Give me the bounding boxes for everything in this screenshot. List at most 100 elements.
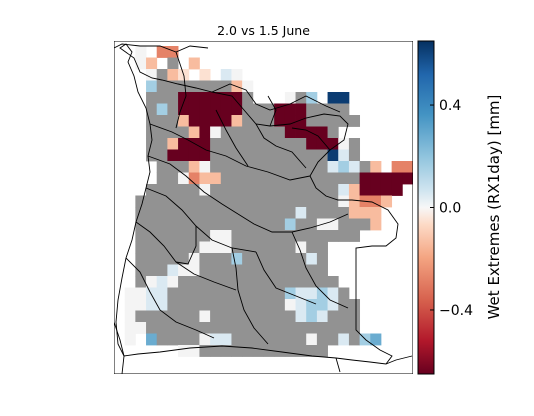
heatmap-cell bbox=[274, 287, 286, 300]
heatmap-cell bbox=[188, 345, 200, 357]
heatmap-cell bbox=[146, 276, 158, 288]
heatmap-cell bbox=[252, 138, 264, 150]
heatmap-cell bbox=[188, 299, 200, 311]
heatmap-cell bbox=[188, 264, 200, 277]
heatmap-cell bbox=[327, 276, 339, 288]
heatmap-cell bbox=[188, 149, 200, 162]
heatmap-cell bbox=[178, 80, 190, 93]
heatmap-cell bbox=[252, 218, 264, 231]
heatmap-cell bbox=[231, 138, 243, 150]
heatmap-cell bbox=[242, 126, 254, 139]
heatmap-cell bbox=[348, 172, 361, 185]
heatmap-cell bbox=[178, 195, 190, 208]
heatmap-cell bbox=[167, 184, 179, 196]
angola-outline bbox=[115, 43, 399, 365]
heatmap-cells bbox=[124, 46, 413, 357]
heatmap-cell bbox=[370, 333, 382, 346]
province-line bbox=[291, 231, 349, 309]
heatmap-cell bbox=[252, 287, 264, 300]
heatmap-cell bbox=[178, 172, 190, 185]
heatmap-cell bbox=[199, 218, 211, 231]
heatmap-cell bbox=[327, 149, 339, 162]
heatmap-cell bbox=[370, 161, 382, 173]
heatmap-cell bbox=[167, 310, 179, 323]
heatmap-cell bbox=[188, 172, 200, 185]
heatmap-cell bbox=[274, 184, 286, 196]
heatmap-cell bbox=[316, 138, 328, 150]
heatmap-cell bbox=[316, 299, 328, 311]
heatmap-cell bbox=[327, 195, 339, 208]
heatmap-cell bbox=[156, 241, 168, 254]
heatmap-cell bbox=[135, 57, 147, 70]
heatmap-cell bbox=[242, 218, 254, 231]
heatmap-cell bbox=[306, 184, 318, 196]
coast-line bbox=[114, 321, 125, 374]
heatmap-cell bbox=[242, 92, 254, 104]
heatmap-cell bbox=[167, 276, 179, 288]
heatmap-cell bbox=[231, 172, 243, 185]
heatmap-cell bbox=[295, 218, 307, 231]
heatmap-cell bbox=[295, 230, 307, 242]
heatmap-cell bbox=[252, 345, 264, 357]
heatmap-cell bbox=[156, 172, 168, 185]
heatmap-cell bbox=[380, 195, 393, 208]
heatmap-cell bbox=[338, 230, 350, 242]
heatmap-cell bbox=[306, 310, 318, 323]
heatmap-cell bbox=[295, 241, 307, 254]
heatmap-cell bbox=[338, 161, 350, 173]
heatmap-cell bbox=[327, 138, 339, 150]
heatmap-cell bbox=[220, 207, 232, 219]
heatmap-cell bbox=[178, 149, 190, 162]
heatmap-cell bbox=[348, 138, 361, 150]
heatmap-cell bbox=[199, 322, 211, 334]
heatmap-cell bbox=[146, 69, 158, 81]
heatmap-cell bbox=[135, 218, 147, 231]
heatmap-cell bbox=[188, 333, 200, 346]
colorbar-tick-label: 0.0 bbox=[439, 201, 461, 217]
heatmap-cell bbox=[188, 207, 200, 219]
heatmap-cell bbox=[167, 115, 179, 127]
heatmap-cell bbox=[284, 207, 296, 219]
heatmap-cell bbox=[231, 299, 243, 311]
heatmap-cell bbox=[348, 299, 361, 311]
heatmap-cell bbox=[199, 115, 211, 127]
heatmap-cell bbox=[338, 149, 350, 162]
heatmap-cell bbox=[124, 287, 136, 300]
heatmap-cell bbox=[327, 218, 339, 231]
heatmap-cell bbox=[284, 264, 296, 277]
heatmap-cell bbox=[348, 115, 361, 127]
heatmap-cell bbox=[220, 184, 232, 196]
heatmap-cell bbox=[316, 287, 328, 300]
heatmap-cell bbox=[178, 345, 190, 357]
heatmap-cell bbox=[146, 92, 158, 104]
heatmap-cell bbox=[284, 92, 296, 104]
heatmap-cell bbox=[220, 126, 232, 139]
heatmap-cell bbox=[252, 207, 264, 219]
heatmap-cell bbox=[370, 184, 382, 196]
heatmap-cell bbox=[167, 195, 179, 208]
heatmap-cell bbox=[156, 195, 168, 208]
heatmap-cell bbox=[135, 264, 147, 277]
heatmap-cell bbox=[274, 207, 286, 219]
heatmap-cell bbox=[306, 138, 318, 150]
heatmap-cell bbox=[263, 230, 275, 242]
heatmap-cell bbox=[316, 276, 328, 288]
heatmap-cell bbox=[220, 276, 232, 288]
heatmap-cell bbox=[348, 310, 361, 323]
heatmap-cell bbox=[284, 115, 296, 127]
heatmap-cell bbox=[263, 276, 275, 288]
heatmap-cell bbox=[274, 230, 286, 242]
heatmap-cell bbox=[231, 184, 243, 196]
heatmap-cell bbox=[338, 310, 350, 323]
heatmap-cell bbox=[242, 161, 254, 173]
heatmap-cell bbox=[263, 161, 275, 173]
heatmap-cell bbox=[284, 230, 296, 242]
heatmap-cell bbox=[199, 138, 211, 150]
heatmap-cell bbox=[210, 195, 222, 208]
heatmap-cell bbox=[188, 322, 200, 334]
heatmap-cell bbox=[338, 103, 350, 116]
heatmap-cell bbox=[284, 241, 296, 254]
heatmap-cell bbox=[252, 126, 264, 139]
heatmap-cell bbox=[284, 195, 296, 208]
heatmap-cell bbox=[252, 276, 264, 288]
